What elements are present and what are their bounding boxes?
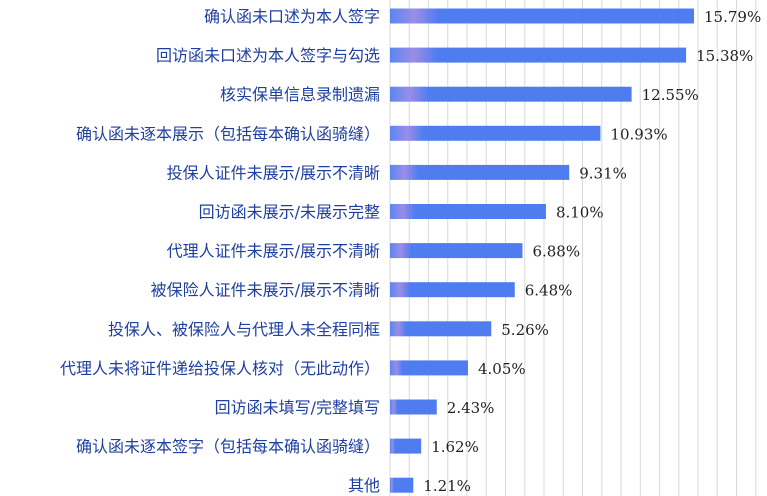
- category-label: 回访函未展示/未展示完整: [199, 203, 380, 222]
- category-label: 投保人、被保险人与代理人未全程同框: [108, 320, 380, 339]
- value-labels: 15.79% 15.38% 12.55% 10.93% 9.31% 8.10% 6.88% 6…: [423, 8, 761, 495]
- bar: [390, 438, 422, 454]
- bar: [390, 204, 546, 219]
- value-label: 9.31%: [579, 164, 627, 182]
- category-labels: 确认函未口述为本人签字回访函未口述为本人签字与勾选核实保单信息录制遗漏确认函未逐…: [60, 7, 380, 495]
- category-label: 回访函未口述为本人签字与勾选: [156, 46, 380, 65]
- category-label: 确认函未逐本展示（包括每本确认函骑缝）: [76, 124, 380, 143]
- category-label: 回访函未填写/完整填写: [215, 398, 380, 417]
- value-label: 4.05%: [478, 360, 526, 378]
- value-label: 10.93%: [610, 125, 667, 143]
- value-label: 2.43%: [447, 399, 495, 417]
- bar: [390, 125, 601, 141]
- value-label: 15.79%: [704, 8, 761, 26]
- category-label: 代理人证件未展示/展示不清晰: [167, 242, 380, 261]
- value-label: 1.21%: [423, 477, 471, 495]
- category-label: 投保人证件未展示/展示不清晰: [167, 163, 380, 182]
- bar: [390, 243, 523, 259]
- value-label: 8.10%: [556, 204, 604, 222]
- bar: [390, 321, 492, 337]
- value-label: 5.26%: [501, 321, 549, 339]
- value-label: 15.38%: [696, 47, 753, 65]
- bars: [390, 8, 694, 493]
- gridlines: [389, 0, 757, 496]
- bar: [390, 399, 437, 415]
- category-label: 代理人未将证件递给投保人核对（无此动作）: [60, 359, 380, 378]
- bar: [390, 8, 694, 24]
- value-label: 6.88%: [532, 243, 580, 261]
- bar: [390, 282, 515, 298]
- bar: [390, 164, 570, 180]
- category-label: 确认函未口述为本人签字: [204, 7, 380, 26]
- bar: [390, 477, 414, 493]
- category-label: 核实保单信息录制遗漏: [220, 85, 380, 104]
- category-label: 被保险人证件未展示/展示不清晰: [151, 281, 380, 300]
- category-label: 其他: [348, 476, 380, 495]
- value-label: 1.62%: [431, 438, 479, 456]
- bar: [390, 86, 632, 102]
- category-label: 确认函未逐本签字（包括每本确认函骑缝）: [76, 437, 380, 456]
- bar: [390, 47, 687, 63]
- bar: [390, 360, 468, 376]
- value-label: 6.48%: [525, 282, 573, 300]
- value-label: 12.55%: [642, 86, 699, 104]
